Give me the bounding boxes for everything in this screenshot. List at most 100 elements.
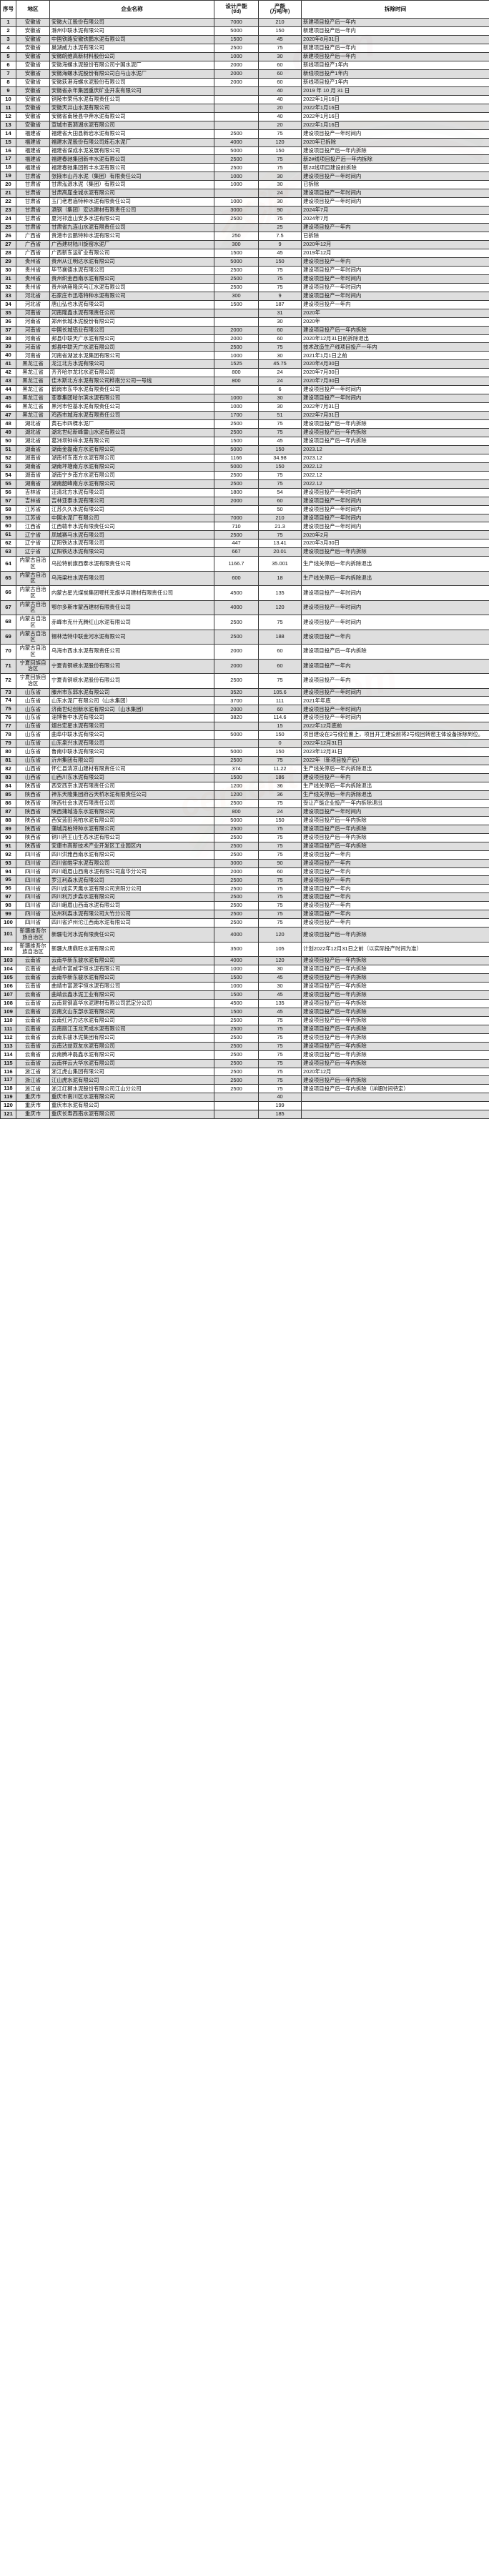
cell-region: 云南省: [16, 981, 50, 991]
cell-index: 62: [0, 539, 16, 549]
cell-region: 河北省: [16, 299, 50, 309]
table-row: 83 山西省 山西川东水泥有限公司 1500 186 建设项目投产一年内: [0, 773, 489, 782]
cell-output: 75: [258, 910, 302, 920]
cell-demolition-time: 2020年: [301, 317, 489, 327]
cell-design-capacity: 7000: [214, 513, 259, 523]
cell-region: 内蒙古自治区: [16, 615, 50, 630]
cell-region: 安徽省: [16, 44, 50, 54]
cell-output: 75: [258, 282, 302, 292]
cell-demolition-time: 2020年12月31日前拆除退出: [301, 334, 489, 344]
cell-design-capacity: 1166: [214, 453, 259, 463]
cell-output: 24: [258, 807, 302, 817]
cell-output: 45: [258, 990, 302, 1000]
cell-output: 30: [258, 52, 302, 61]
table-row: 14 福建省 福建省大田县新岩水泥有限公司 2500 75 建设项目投产一年时间内: [0, 129, 489, 139]
cell-output: 45: [258, 436, 302, 446]
table-row: 3 安徽省 中国铁路安徽铁鹏水泥有限公司 1500 45 2020年8月31日: [0, 35, 489, 45]
cell-index: 5: [0, 52, 16, 61]
cell-demolition-time: 建设项目投产一年时间内: [301, 274, 489, 284]
cell-index: 72: [0, 673, 16, 689]
cell-index: 121: [0, 1110, 16, 1120]
table-row: 68 内蒙古自治区 赤峰市克什克腾红山水泥有限公司 2500 75 建设项目投产一年时间内: [0, 615, 489, 630]
cell-design-capacity: 3700: [214, 696, 259, 706]
cell-demolition-time: 建设项目投产后一年内拆除: [301, 146, 489, 156]
cell-region: 山东省: [16, 705, 50, 715]
cell-design-capacity: 2500: [214, 154, 259, 164]
cell-design-capacity: 2500: [214, 892, 259, 902]
cell-demolition-time: 生产线关停后一年内拆除退出: [301, 765, 489, 775]
cell-output: 75: [258, 470, 302, 480]
table-row: 21 甘肃省 甘肃高崖金城水泥有限公司 24 建设项目投产一年时间内: [0, 189, 489, 199]
cell-demolition-time: 建设项目投产一年时间内: [301, 291, 489, 301]
cell-region: 山东省: [16, 696, 50, 706]
table-row: 1 安徽省 安徽大江股份有限公司 7000 210 新建项目投产后一年内: [0, 18, 489, 28]
cell-demolition-time: 新建项目投产后一年内: [301, 44, 489, 54]
cell-demolition-time: 受让产能企业投产一年内拆除退出: [301, 798, 489, 808]
table-row: 114 云南省 云南腾冲磊鑫水泥有限公司 2500 75 建设项目投产后一年内拆除: [0, 1050, 489, 1060]
cell-company: 济南世纪创新水泥有限公司（山水集团）: [49, 705, 214, 715]
cell-index: 16: [0, 146, 16, 156]
cell-region: 甘肃省: [16, 189, 50, 199]
cell-demolition-time: 新2#线项目建设前拆除: [301, 163, 489, 173]
cell-region: 四川省: [16, 892, 50, 902]
cell-output: 75: [258, 214, 302, 224]
table-row: 92 四川省 四川洪雅西南水泥有限公司 2500 75 建设项目投产一年内: [0, 850, 489, 860]
cell-demolition-time: 建设项目投产一年时间内: [301, 687, 489, 697]
cell-output: 30: [258, 351, 302, 361]
cell-index: 112: [0, 1033, 16, 1043]
table-row: 22 甘肃省 玉门老君庙特种水泥有限责任公司 1000 30 建设项目投产一年时间内: [0, 197, 489, 207]
cell-region: 安徽省: [16, 120, 50, 130]
cell-company: 石家庄市迅塔特种水泥有限公司: [49, 291, 214, 301]
cell-demolition-time: 2020年12月: [301, 240, 489, 249]
cell-company: 滁州中联水泥有限公司: [49, 26, 214, 36]
cell-design-capacity: 2500: [214, 824, 259, 834]
cell-design-capacity: 2500: [214, 282, 259, 292]
cell-region: 广西省: [16, 240, 50, 249]
cell-demolition-time: 2022.12: [301, 479, 489, 489]
cell-design-capacity: 2500: [214, 1041, 259, 1051]
cell-demolition-time: 新建项目投产后一年内: [301, 26, 489, 36]
cell-output: 36: [258, 790, 302, 800]
cell-design-capacity: 4000: [214, 137, 259, 147]
cell-company: 内蒙古星光煤炭集团鄂托克旗华月建材有限责任公司: [49, 585, 214, 601]
cell-design-capacity: 1000: [214, 981, 259, 991]
table-row: 30 贵州省 毕节襄德水泥有限公司 2500 75 建设项目投产一年时间内: [0, 265, 489, 275]
cell-index: 50: [0, 436, 16, 446]
cell-design-capacity: 1200: [214, 790, 259, 800]
cell-company: 夏河祁连山安多水泥有限公司: [49, 214, 214, 224]
cell-design-capacity: 2000: [214, 334, 259, 344]
cell-output: 185: [258, 1110, 302, 1120]
cell-region: 山东省: [16, 730, 50, 740]
cell-demolition-time: 2022年（新项目投产后）: [301, 756, 489, 766]
cell-index: 47: [0, 411, 16, 421]
cell-index: 91: [0, 841, 16, 851]
cell-index: 24: [0, 214, 16, 224]
table-row: 108 云南省 云南昆钢嘉华水泥建材有限公司武定分公司 4500 135 建设项目投产后一…: [0, 998, 489, 1008]
table-row: 96 四川省 四川成实天鹰水泥有限公司资阳分公司 2500 75 建设项目投产一年内: [0, 884, 489, 894]
cell-design-capacity: 5000: [214, 26, 259, 36]
cell-index: 36: [0, 317, 16, 327]
cell-design-capacity: [214, 103, 259, 113]
cell-index: 88: [0, 815, 16, 825]
cell-company: 曲靖市富源宇恒水泥有限公司: [49, 981, 214, 991]
cell-company: 烟台宏星水泥有限公司: [49, 722, 214, 732]
table-row: 32 贵州省 贵州纳雍隆庆乌江水泥有限公司 2500 75 建设项目投产一年时间内: [0, 282, 489, 292]
cell-index: 120: [0, 1101, 16, 1111]
cell-company: 淄博鲁中水泥有限公司: [49, 713, 214, 723]
cell-index: 102: [0, 941, 16, 958]
table-row: 111 云南省 云南丽江玉龙天成水泥有限公司 2500 75 建设项目投产后一年内拆除: [0, 1024, 489, 1034]
table-row: 113 云南省 云南沾益双友水泥有限公司 2500 75 建设项目投产后一年内拆除: [0, 1041, 489, 1051]
cell-demolition-time: 2020年8月31日: [301, 35, 489, 45]
cell-output: 150: [258, 462, 302, 472]
cell-design-capacity: 2500: [214, 850, 259, 860]
cell-company: 乌海市西水水泥有限责任公司: [49, 644, 214, 660]
cell-output: 75: [258, 1067, 302, 1077]
cell-index: 109: [0, 1007, 16, 1017]
cell-company: 鸡西市城海水泥有限责任公司: [49, 411, 214, 421]
cell-index: 61: [0, 530, 16, 540]
cell-design-capacity: 1166.7: [214, 556, 259, 572]
cell-output: 30: [258, 981, 302, 991]
cell-demolition-time: 建设项目投产后一年内拆除: [301, 1075, 489, 1085]
table-row: 94 四川省 四川峨眉山西南水泥有限公司嘉华分公司 2000 60 建设项目投产一年内: [0, 867, 489, 877]
cell-design-capacity: 2500: [214, 1067, 259, 1077]
